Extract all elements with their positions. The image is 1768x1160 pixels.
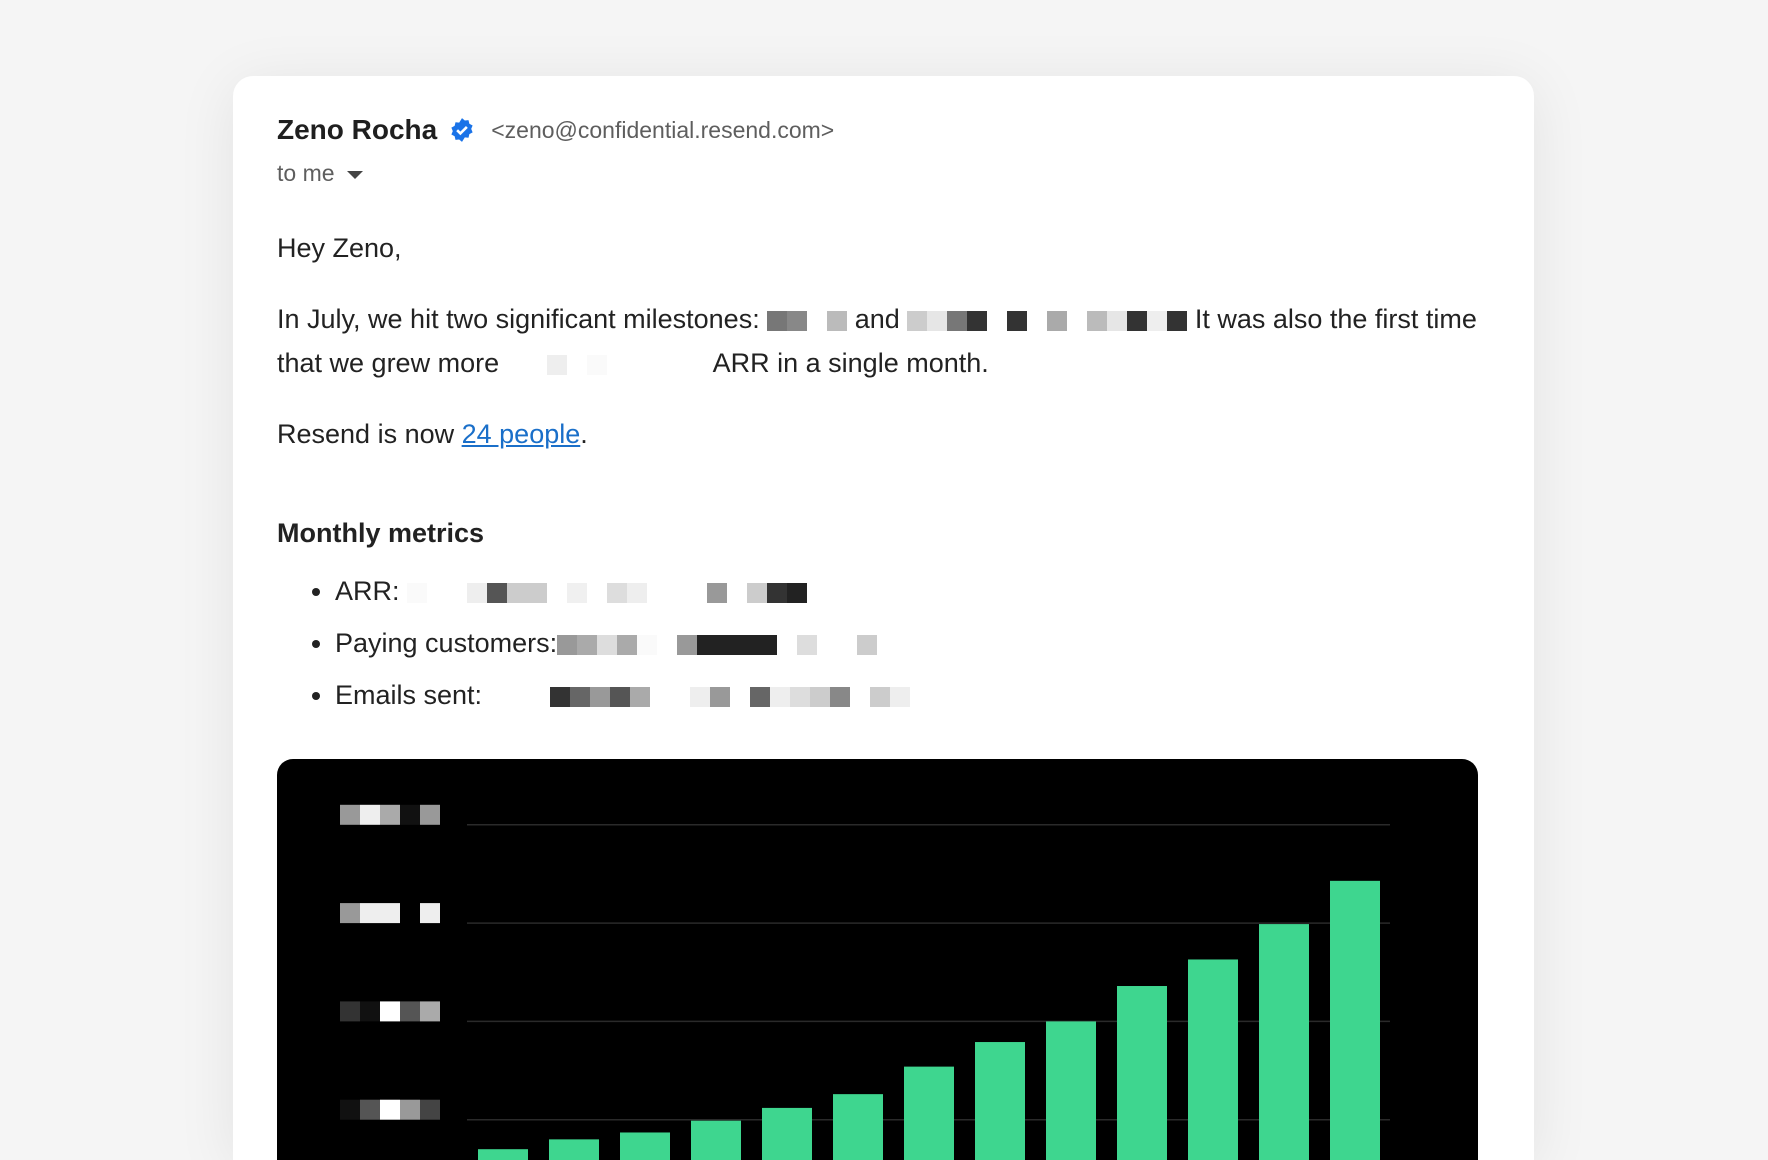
redacted-value [407,582,808,603]
bar [1188,959,1238,1160]
bar [691,1120,741,1160]
bar [904,1066,954,1160]
sender-row: Zeno Rocha <zeno@confidential.resend.com… [277,114,834,146]
bar [975,1042,1025,1160]
metric-emails: Emails sent: [335,669,1497,721]
redacted-text [506,354,707,375]
milestones-paragraph: In July, we hit two significant mileston… [277,297,1497,385]
metric-label: Paying customers: [335,628,558,658]
recipient-details-dropdown-icon[interactable] [346,170,363,179]
bar [762,1107,812,1160]
bar [620,1132,670,1160]
team-link[interactable]: 24 people [461,419,581,449]
redacted-y-tick-label [340,804,440,825]
bar [1117,986,1167,1160]
bar [478,1149,528,1160]
redacted-value [557,634,878,655]
bar [1330,880,1380,1160]
bar [549,1139,599,1160]
metric-arr: ARR: [335,565,1497,617]
text: . [580,419,588,449]
bar [1046,1021,1096,1160]
metric-label: ARR: [335,576,400,606]
recipient-label: to me [277,160,335,186]
verified-badge-icon [451,118,473,142]
redacted-y-tick-label [340,1001,440,1022]
text: and [854,304,900,334]
redacted-y-tick-label [340,903,440,924]
email-card: Zeno Rocha <zeno@confidential.resend.com… [233,76,1534,1160]
redacted-text [767,310,848,331]
metrics-list: ARR: Paying customers: Emails sent: [277,565,1497,721]
redacted-text [907,310,1188,331]
team-size-paragraph: Resend is now 24 people. [277,412,1497,456]
recipient-row: to me [277,160,363,187]
text: In July, we hit two significant mileston… [277,304,760,334]
bar [833,1094,883,1160]
metric-customers: Paying customers: [335,617,1497,669]
metrics-heading: Monthly metrics [277,518,485,548]
metric-label: Emails sent: [335,680,483,710]
redacted-value [489,686,910,707]
redacted-y-tick-label [340,1099,440,1120]
text: Resend is now [277,419,455,449]
sender-email: <zeno@confidential.resend.com> [491,116,835,143]
greeting: Hey Zeno, [277,233,402,263]
arr-bar-chart [277,759,1478,1160]
bar [1259,924,1309,1160]
chart-svg [340,804,1390,1160]
text: It was also the first time that we grew … [277,304,1477,378]
email-body: Hey Zeno, In July, we hit two significan… [277,226,1497,721]
sender-name[interactable]: Zeno Rocha [277,114,438,145]
text: ARR in a single month. [712,348,989,378]
